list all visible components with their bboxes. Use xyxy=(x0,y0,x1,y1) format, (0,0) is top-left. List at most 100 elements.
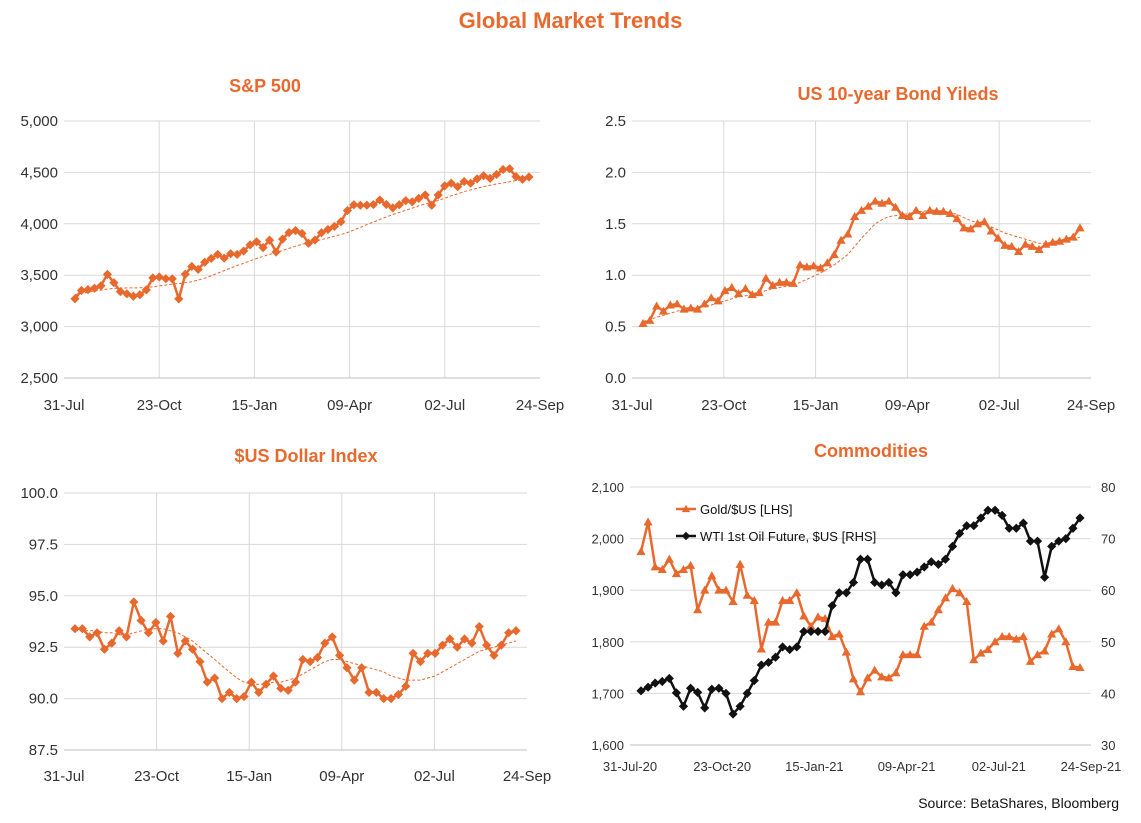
data-point xyxy=(932,206,942,215)
x-tick-label: 09-Apr xyxy=(319,768,364,785)
oil-point xyxy=(1018,518,1028,528)
data-point xyxy=(277,234,288,244)
data-point xyxy=(213,249,223,260)
x-tick-label: 31-Jul xyxy=(612,397,653,414)
y-tick-label: 0.0 xyxy=(605,370,626,387)
data-point xyxy=(264,235,275,245)
x-tick-label: 24-Sep xyxy=(1067,397,1115,414)
y-tick-label: 2,500 xyxy=(20,370,58,387)
data-point xyxy=(129,597,139,607)
data-point xyxy=(393,689,403,700)
data-point xyxy=(742,590,752,599)
data-point xyxy=(997,632,1007,641)
data-point xyxy=(290,677,301,687)
oil-point xyxy=(714,683,724,693)
data-point xyxy=(686,303,696,312)
oil-point xyxy=(770,652,781,662)
moving-average-line xyxy=(74,178,530,296)
data-point xyxy=(1007,241,1017,250)
y2-tick-label: 70 xyxy=(1101,532,1115,547)
oil-point xyxy=(891,588,901,598)
data-point xyxy=(891,668,901,677)
data-point xyxy=(863,201,873,210)
y-tick-label: 97.5 xyxy=(29,536,58,553)
data-point xyxy=(792,588,802,597)
data-point xyxy=(401,196,411,206)
data-point xyxy=(173,648,183,658)
data-point xyxy=(665,300,675,309)
x-tick-label: 23-Oct xyxy=(134,768,180,785)
data-point xyxy=(1020,239,1030,248)
data-point xyxy=(1018,632,1028,641)
oil-point xyxy=(728,709,738,719)
oil-point xyxy=(997,510,1007,520)
data-point xyxy=(806,621,816,630)
y-tick-label: 1,700 xyxy=(591,686,624,701)
data-point xyxy=(918,210,928,220)
legend-label: WTI 1st Oil Future, $US [RHS] xyxy=(700,529,876,544)
data-point xyxy=(200,257,210,267)
oil-point xyxy=(1068,523,1078,533)
data-point xyxy=(671,569,682,578)
y-tick-label: 0.5 xyxy=(605,319,626,336)
data-point xyxy=(271,247,281,257)
data-point xyxy=(252,237,262,247)
data-point xyxy=(187,261,197,272)
data-point xyxy=(511,172,521,182)
data-point xyxy=(408,648,418,658)
data-point xyxy=(836,235,846,244)
data-point xyxy=(809,261,819,270)
y2-tick-label: 40 xyxy=(1101,686,1115,701)
data-point xyxy=(141,285,151,295)
data-point xyxy=(459,176,469,187)
data-point xyxy=(763,617,774,626)
data-point xyxy=(224,687,234,698)
data-point xyxy=(678,564,689,574)
data-point xyxy=(485,173,495,183)
data-point xyxy=(926,617,936,626)
oil-point xyxy=(792,642,802,652)
data-point xyxy=(969,655,979,664)
data-point xyxy=(362,200,372,210)
data-point xyxy=(693,304,703,313)
page-title: Global Market Trends xyxy=(458,8,683,33)
oil-point xyxy=(650,678,660,688)
data-point xyxy=(650,562,660,571)
data-point xyxy=(1011,634,1021,643)
data-point xyxy=(349,675,359,685)
data-point xyxy=(756,644,766,653)
data-point xyxy=(1047,629,1057,638)
y-tick-label: 1.0 xyxy=(605,267,626,284)
data-point xyxy=(430,648,440,658)
chart-title: US 10-year Bond Yileds xyxy=(797,84,998,104)
x-tick-label: 02-Jul xyxy=(979,397,1020,414)
data-point xyxy=(368,199,378,210)
data-point xyxy=(290,225,301,236)
oil-point xyxy=(1025,536,1036,546)
data-point xyxy=(148,273,158,283)
data-point xyxy=(420,190,430,200)
data-point xyxy=(415,656,426,667)
data-point xyxy=(504,628,514,638)
data-point xyxy=(884,673,894,682)
x-tick-label: 02-Jul-21 xyxy=(972,759,1026,774)
data-point xyxy=(388,203,398,213)
data-point xyxy=(401,681,411,691)
data-point xyxy=(891,202,901,211)
data-point xyxy=(188,644,198,654)
data-point xyxy=(802,262,812,271)
data-point xyxy=(467,638,477,648)
data-point xyxy=(1039,646,1050,655)
data-point xyxy=(414,193,424,204)
y-tick-label: 1,800 xyxy=(591,635,624,650)
oil-point xyxy=(1011,523,1021,533)
data-point xyxy=(720,286,730,295)
oil-point xyxy=(841,588,851,598)
x-tick-label: 23-Oct xyxy=(137,397,183,414)
y-tick-label: 3,000 xyxy=(20,319,58,336)
data-point xyxy=(479,171,489,181)
data-point xyxy=(897,210,908,220)
oil-point xyxy=(848,577,859,588)
